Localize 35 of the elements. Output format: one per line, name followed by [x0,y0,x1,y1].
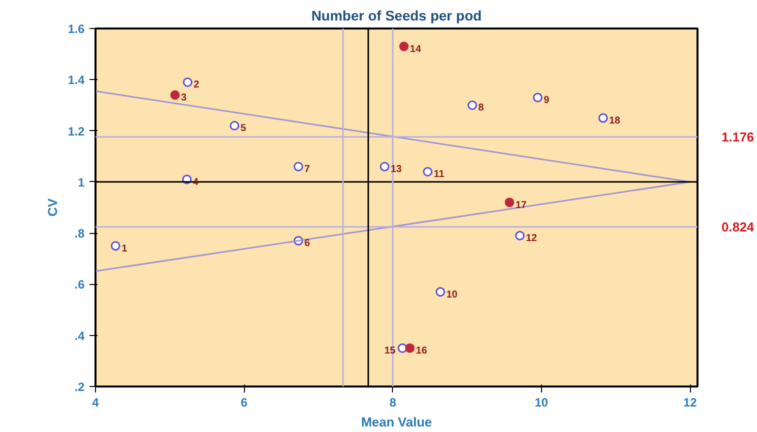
annotation: 5 [240,123,246,134]
y-tick-label: .4 [74,328,85,343]
annotation: 7 [304,164,310,176]
y-tick-label: 1.6 [68,22,85,36]
annotation: 12 [526,233,538,244]
y-tick-label: .6 [74,278,85,292]
chart-title: Number of Seeds per pod [311,8,482,24]
annotation: 10 [446,289,458,300]
annotation: 11 [434,169,445,180]
y-tick-label: .2 [74,380,85,394]
annotation: 6 [304,238,310,250]
annotation: 1 [122,243,128,254]
x-tick-label: 10 [534,396,548,410]
annotation: 9 [544,95,550,106]
y-axis-title: CV [44,198,60,217]
y-tick-label: 1.2 [68,124,85,138]
ref-line-label: 1.176 [722,129,754,144]
x-axis-title: Mean Value [361,414,432,430]
x-tick-label: 4 [92,396,100,410]
annotation: 15 [384,346,396,357]
ref-line-label: 0.824 [722,219,755,234]
annotation: 8 [478,102,484,114]
x-tick-label: 12 [683,396,698,410]
annotation: 3 [181,92,188,104]
y-tick-label: 1.4 [68,73,85,88]
y-tick-label: 1 [78,175,85,190]
x-tick-label: 8 [389,396,396,410]
annotation: 17 [515,200,528,211]
annotation: 13 [390,164,402,176]
y-tick-label: .8 [74,226,85,241]
annotation: 14 [410,44,422,55]
annotation: 18 [609,116,621,126]
annotation: 2 [194,80,200,91]
annotation: 16 [416,346,428,357]
x-tick-label: 6 [240,396,248,410]
